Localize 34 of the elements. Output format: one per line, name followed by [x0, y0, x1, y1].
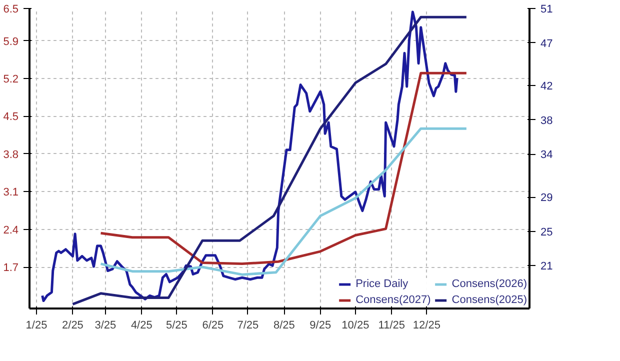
x-tick-label: 8/25 — [273, 320, 295, 332]
legend-label: Consens(2027) — [356, 294, 431, 306]
x-tick-label: 6/25 — [202, 320, 224, 332]
legend-label: Consens(2025) — [452, 294, 527, 306]
y2-tick-label: 47 — [540, 38, 553, 50]
y-tick-label: 1.7 — [3, 262, 19, 274]
legend-label: Price Daily — [356, 278, 408, 290]
y-tick-label: 3.8 — [3, 148, 19, 161]
x-tick-label: 12/25 — [412, 320, 440, 332]
x-tick-label: 4/25 — [130, 320, 152, 332]
x-tick-label: 5/25 — [166, 320, 188, 332]
x-tick-label: 9/25 — [310, 320, 332, 332]
y-tick-label: 4.5 — [3, 111, 19, 124]
x-tick-label: 10/25 — [342, 320, 370, 332]
y2-tick-label: 34 — [540, 149, 553, 162]
legend-label: Consens(2026) — [452, 278, 527, 290]
y-tick-label: 5.2 — [3, 74, 19, 86]
y-tick-label: 6.5 — [3, 4, 19, 16]
y2-tick-label: 51 — [540, 4, 553, 16]
line-series — [100, 72, 468, 266]
y-tick-label: 2.4 — [3, 224, 19, 236]
y2-tick-label: 38 — [540, 114, 553, 127]
x-tick-label: 1/25 — [26, 320, 48, 332]
y-tick-label: 3.1 — [3, 186, 19, 199]
x-tick-label: 7/25 — [237, 320, 259, 332]
line-series — [100, 127, 468, 276]
x-tick-label: 2/25 — [62, 320, 84, 332]
x-tick-label: 3/25 — [94, 320, 116, 332]
y2-tick-label: 25 — [540, 226, 553, 238]
y2-tick-label: 42 — [540, 80, 553, 93]
y2-tick-label: 29 — [540, 192, 553, 204]
y-tick-label: 5.9 — [3, 36, 19, 48]
y2-tick-label: 21 — [540, 260, 553, 273]
x-tick-label: 11/25 — [378, 320, 406, 332]
